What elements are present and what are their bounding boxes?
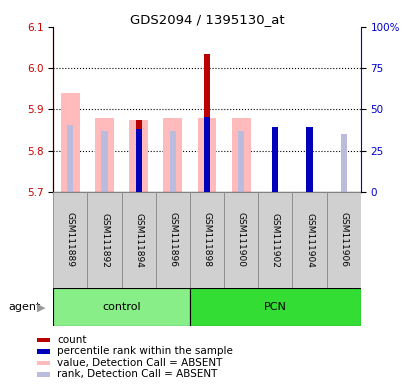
Bar [306, 127, 312, 192]
Bar [272, 127, 278, 192]
Text: GSM111898: GSM111898 [202, 212, 211, 268]
Bar [53, 288, 189, 326]
Bar [189, 288, 360, 326]
Bar [189, 192, 224, 288]
Bar [87, 192, 121, 288]
Text: GSM111896: GSM111896 [168, 212, 177, 268]
Bar [101, 131, 107, 192]
Bar [326, 192, 360, 288]
Bar [163, 118, 182, 192]
Text: rank, Detection Call = ABSENT: rank, Detection Call = ABSENT [57, 369, 217, 379]
Bar [67, 125, 73, 192]
Text: ▶: ▶ [37, 302, 45, 312]
Bar [169, 131, 175, 192]
Text: agent: agent [8, 302, 40, 312]
Bar [340, 134, 346, 192]
Text: percentile rank within the sample: percentile rank within the sample [57, 346, 233, 356]
Bar [53, 192, 87, 288]
Text: GSM111900: GSM111900 [236, 212, 245, 268]
Text: GSM111889: GSM111889 [66, 212, 75, 268]
Bar [231, 118, 250, 192]
Bar [95, 118, 114, 192]
Text: GSM111892: GSM111892 [100, 213, 109, 267]
Bar [204, 54, 209, 192]
Bar [36, 338, 49, 342]
Bar [121, 192, 155, 288]
Text: control: control [102, 302, 141, 312]
Text: GSM111906: GSM111906 [338, 212, 347, 268]
Text: value, Detection Call = ABSENT: value, Detection Call = ABSENT [57, 358, 222, 368]
Bar [36, 349, 49, 354]
Bar [155, 192, 189, 288]
Text: GSM111902: GSM111902 [270, 213, 279, 267]
Bar [204, 117, 209, 192]
Bar [135, 129, 142, 192]
Bar [197, 118, 216, 192]
Bar [36, 361, 49, 365]
Text: count: count [57, 335, 87, 345]
Bar [258, 192, 292, 288]
Bar [238, 131, 244, 192]
Bar [61, 93, 80, 192]
Bar [36, 372, 49, 377]
Bar [129, 120, 148, 192]
Bar [272, 132, 278, 192]
Bar [135, 120, 142, 192]
Text: GSM111894: GSM111894 [134, 213, 143, 267]
Text: PCN: PCN [263, 302, 286, 312]
Text: GSM111904: GSM111904 [304, 213, 313, 267]
Bar [224, 192, 258, 288]
Title: GDS2094 / 1395130_at: GDS2094 / 1395130_at [129, 13, 284, 26]
Bar [306, 132, 312, 192]
Bar [292, 192, 326, 288]
